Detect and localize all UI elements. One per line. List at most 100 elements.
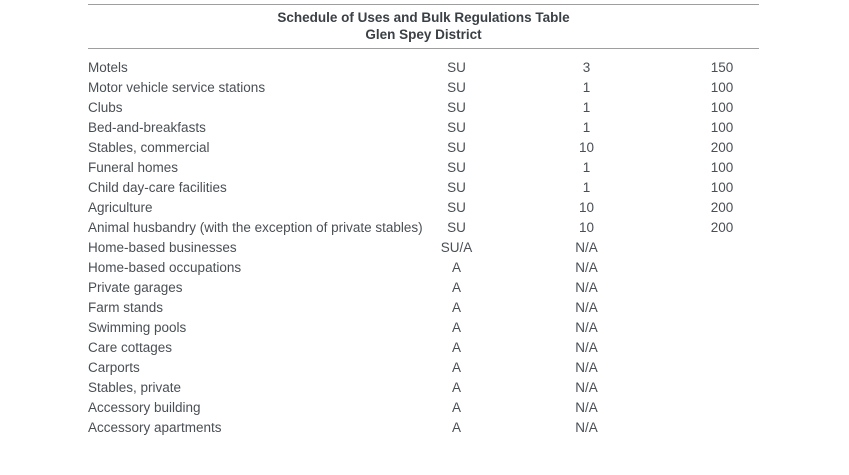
table-row: Funeral homes SU 1 100 xyxy=(88,158,759,178)
value-cell-2 xyxy=(685,318,759,338)
table-row: Child day-care facilities SU 1 100 xyxy=(88,178,759,198)
value-cell-2 xyxy=(685,378,759,398)
permit-type-cell: SU xyxy=(447,140,466,155)
permit-type-cell: A xyxy=(451,340,461,355)
value-cell-1: N/A xyxy=(575,340,598,355)
use-cell: Agriculture xyxy=(88,200,153,215)
value-cell-2: 100 xyxy=(710,120,734,135)
value-cell-2 xyxy=(685,278,759,298)
table-row: Stables, commercial SU 10 200 xyxy=(88,138,759,158)
permit-type-cell: SU/A xyxy=(440,240,473,255)
table-row: Care cottages A N/A xyxy=(88,338,759,358)
permit-type-cell: A xyxy=(451,400,461,415)
value-cell-1: N/A xyxy=(575,300,598,315)
value-cell-1: 1 xyxy=(582,120,591,135)
table-row: Motels SU 3 150 xyxy=(88,58,759,78)
value-cell-2: 200 xyxy=(710,200,734,215)
use-cell: Motor vehicle service stations xyxy=(88,80,266,95)
value-cell-1: 10 xyxy=(578,140,595,155)
permit-type-cell: A xyxy=(451,260,461,275)
value-cell-2 xyxy=(685,298,759,318)
permit-type-cell: A xyxy=(451,360,461,375)
table-row: Animal husbandry (with the exception of … xyxy=(88,218,759,238)
value-cell-1: 3 xyxy=(582,60,591,75)
table-body: Motels SU 3 150 Motor vehicle service st… xyxy=(88,58,759,438)
value-cell-2: 100 xyxy=(710,180,734,195)
use-cell: Carports xyxy=(88,360,140,375)
schedule-table: Motels SU 3 150 Motor vehicle service st… xyxy=(88,58,759,438)
use-cell: Clubs xyxy=(88,100,123,115)
use-cell: Accessory building xyxy=(88,400,201,415)
table-row: Agriculture SU 10 200 xyxy=(88,198,759,218)
value-cell-2 xyxy=(685,238,759,258)
value-cell-1: N/A xyxy=(575,260,598,275)
use-cell: Child day-care facilities xyxy=(88,180,227,195)
permit-type-cell: SU xyxy=(447,180,466,195)
value-cell-2: 100 xyxy=(710,100,734,115)
district-subtitle: Glen Spey District xyxy=(365,27,482,42)
value-cell-1: 1 xyxy=(582,80,591,95)
table-header: Schedule of Uses and Bulk Regulations Ta… xyxy=(88,4,759,49)
value-cell-2 xyxy=(685,358,759,378)
use-cell: Animal husbandry (with the exception of … xyxy=(88,220,423,235)
value-cell-2 xyxy=(685,418,759,438)
value-cell-1: 10 xyxy=(578,200,595,215)
use-cell: Accessory apartments xyxy=(88,420,222,435)
table-row: Private garages A N/A xyxy=(88,278,759,298)
value-cell-1: N/A xyxy=(575,400,598,415)
use-cell: Home-based occupations xyxy=(88,260,242,275)
table-row: Accessory apartments A N/A xyxy=(88,418,759,438)
use-cell: Swimming pools xyxy=(88,320,187,335)
value-cell-2: 200 xyxy=(710,220,734,235)
permit-type-cell: A xyxy=(451,380,461,395)
value-cell-2 xyxy=(685,398,759,418)
value-cell-1: N/A xyxy=(575,360,598,375)
use-cell: Care cottages xyxy=(88,340,173,355)
table-row: Home-based businesses SU/A N/A xyxy=(88,238,759,258)
use-cell: Farm stands xyxy=(88,300,164,315)
value-cell-1: N/A xyxy=(575,420,598,435)
use-cell: Home-based businesses xyxy=(88,240,237,255)
value-cell-1: 1 xyxy=(582,100,591,115)
permit-type-cell: A xyxy=(451,420,461,435)
permit-type-cell: SU xyxy=(447,160,466,175)
permit-type-cell: SU xyxy=(447,200,466,215)
permit-type-cell: A xyxy=(451,280,461,295)
value-cell-2: 150 xyxy=(710,60,734,75)
permit-type-cell: SU xyxy=(447,120,466,135)
value-cell-1: N/A xyxy=(575,240,598,255)
value-cell-1: N/A xyxy=(575,380,598,395)
value-cell-1: 1 xyxy=(582,180,591,195)
table-row: Swimming pools A N/A xyxy=(88,318,759,338)
value-cell-2: 100 xyxy=(710,80,734,95)
use-cell: Funeral homes xyxy=(88,160,179,175)
table-row: Clubs SU 1 100 xyxy=(88,98,759,118)
value-cell-1: N/A xyxy=(575,280,598,295)
permit-type-cell: A xyxy=(451,300,461,315)
table-row: Bed-and-breakfasts SU 1 100 xyxy=(88,118,759,138)
value-cell-2 xyxy=(685,258,759,278)
table-row: Home-based occupations A N/A xyxy=(88,258,759,278)
table-row: Motor vehicle service stations SU 1 100 xyxy=(88,78,759,98)
use-cell: Stables, commercial xyxy=(88,140,210,155)
use-cell: Private garages xyxy=(88,280,183,295)
permit-type-cell: SU xyxy=(447,100,466,115)
permit-type-cell: A xyxy=(451,320,461,335)
table-row: Accessory building A N/A xyxy=(88,398,759,418)
value-cell-1: 10 xyxy=(578,220,595,235)
table-row: Carports A N/A xyxy=(88,358,759,378)
schedule-of-uses-document: Schedule of Uses and Bulk Regulations Ta… xyxy=(88,4,759,438)
value-cell-2 xyxy=(685,338,759,358)
permit-type-cell: SU xyxy=(447,60,466,75)
table-row: Farm stands A N/A xyxy=(88,298,759,318)
value-cell-2: 100 xyxy=(710,160,734,175)
value-cell-1: 1 xyxy=(582,160,591,175)
permit-type-cell: SU xyxy=(447,220,466,235)
use-cell: Motels xyxy=(88,60,128,75)
value-cell-1: N/A xyxy=(575,320,598,335)
table-title: Schedule of Uses and Bulk Regulations Ta… xyxy=(277,10,570,25)
use-cell: Stables, private xyxy=(88,380,182,395)
table-row: Stables, private A N/A xyxy=(88,378,759,398)
value-cell-2: 200 xyxy=(710,140,734,155)
use-cell: Bed-and-breakfasts xyxy=(88,120,206,135)
